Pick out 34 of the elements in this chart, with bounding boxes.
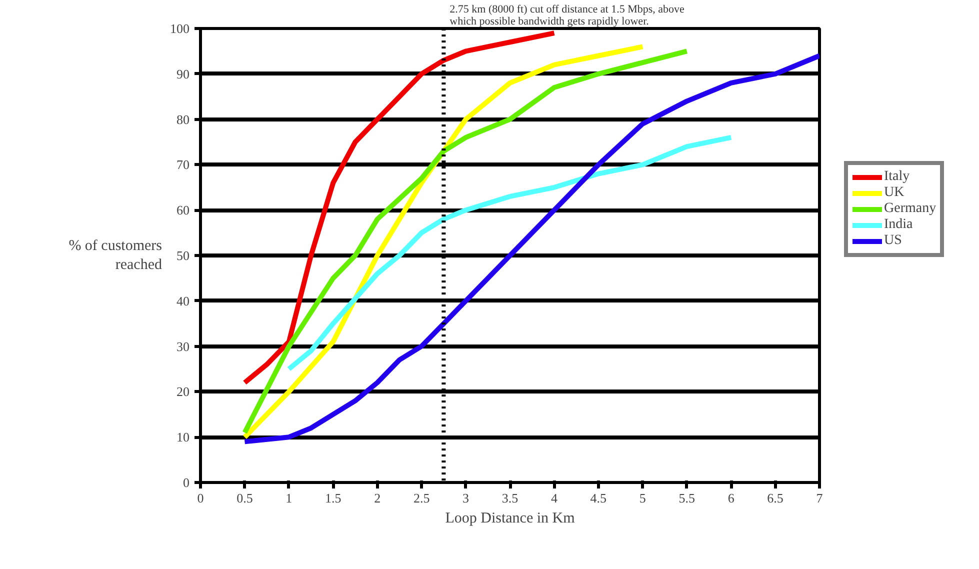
x-tick-label: 3: [462, 490, 470, 506]
legend-label: UK: [884, 185, 904, 201]
x-tick-label: 6: [728, 490, 735, 506]
x-tick-label: 2: [374, 490, 381, 506]
x-tick-label: 1: [286, 490, 292, 506]
y-tick-label: 0: [183, 475, 190, 490]
x-tick-label: 2.5: [413, 490, 430, 506]
x-tick-label: 0: [197, 490, 204, 506]
x-tick-label: 7: [816, 490, 824, 506]
y-tick-label: 40: [176, 293, 190, 308]
x-tick-label: 4: [550, 490, 558, 506]
y-tick-label: 90: [176, 66, 190, 82]
x-tick-label: 5.5: [678, 490, 695, 506]
y-tick-label: 100: [170, 21, 190, 36]
x-tick-label: 6.5: [767, 490, 784, 506]
y-tick-label: 30: [176, 338, 190, 354]
legend-label: India: [884, 217, 913, 233]
y-tick-label: 60: [176, 202, 190, 218]
ref-line-label: 2.75 km (8000 ft) cut off distance at 1.5 Mbps, above which possible bandwidth gets rapidly lower.: [450, 4, 685, 28]
legend-label: Germany: [884, 201, 936, 217]
legend-label: Italy: [884, 169, 910, 185]
x-tick-label: 5: [639, 490, 646, 506]
x-tick-label: 0.5: [236, 490, 253, 506]
y-tick-label: 50: [176, 248, 190, 263]
y-tick-label: 80: [176, 112, 190, 127]
x-tick-label: 3.5: [502, 490, 518, 506]
y-axis-title: % of customers reached: [68, 238, 162, 274]
x-axis-title: Loop Distance in Km: [445, 510, 576, 526]
y-tick-label: 10: [176, 430, 190, 445]
x-tick-label: 1.5: [325, 490, 342, 506]
x-tick-label: 4.5: [590, 490, 607, 506]
legend-label: US: [884, 233, 903, 249]
y-tick-label: 20: [176, 384, 190, 400]
y-tick-label: 70: [176, 157, 190, 172]
